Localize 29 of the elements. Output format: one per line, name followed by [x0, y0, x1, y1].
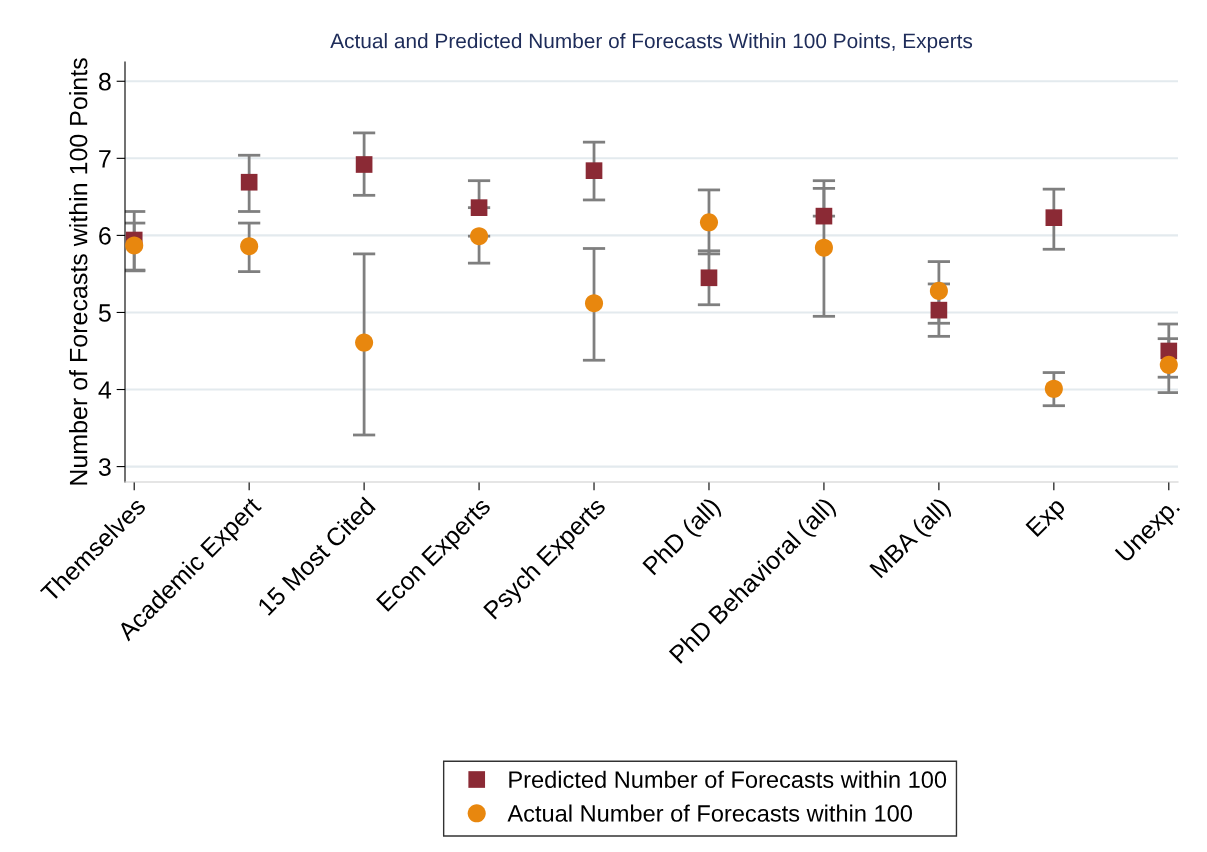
point: [700, 269, 718, 287]
y-tick-label: 7: [99, 150, 111, 168]
point: [470, 199, 488, 216]
point: [1045, 209, 1063, 226]
point: [1044, 379, 1063, 398]
y-tick-label: 4: [98, 381, 112, 399]
y-tick-label: 8: [98, 72, 111, 91]
point: [470, 227, 489, 246]
point: [584, 294, 604, 313]
legend-label: Actual Number of Forecasts within 100: [507, 804, 912, 822]
point: [240, 237, 259, 256]
point: [125, 236, 144, 255]
point: [929, 281, 948, 300]
point: [355, 156, 373, 173]
chart-title: Actual and Predicted Number of Forecasts Within 100 Points, Experts: [330, 33, 973, 53]
y-tick-label: 6: [99, 227, 111, 245]
point: [240, 173, 258, 191]
point: [930, 301, 948, 319]
y-tick-label: 5: [98, 304, 111, 322]
y-tick-label: 3: [98, 458, 111, 476]
x-tick-label: Exp: [1025, 496, 1070, 541]
y-axis-title: Number of Forecasts within 100 Points: [69, 58, 88, 485]
point: [815, 207, 833, 225]
legend-label: Predicted Number of Forecasts within 100: [509, 770, 947, 789]
point: [814, 238, 833, 257]
point: [699, 213, 719, 232]
point: [1159, 355, 1178, 374]
point: [355, 333, 374, 352]
point: [585, 162, 603, 179]
